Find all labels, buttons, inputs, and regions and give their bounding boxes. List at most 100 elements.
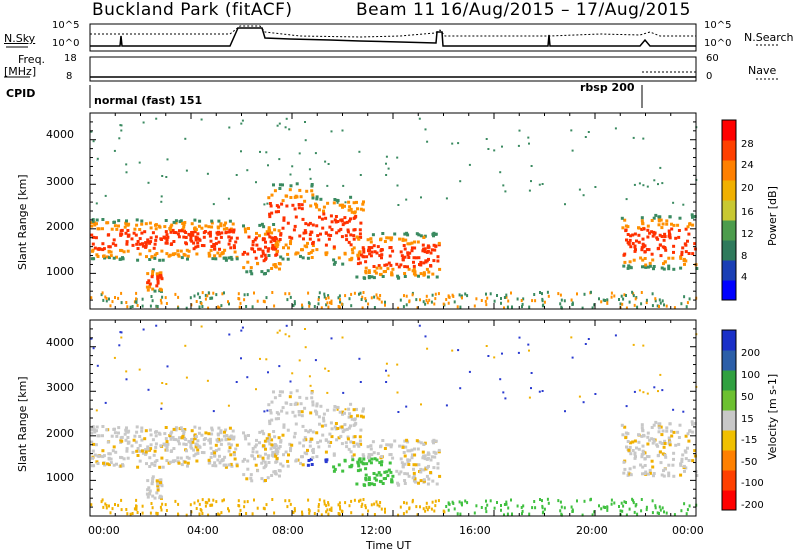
velocity-sparse-point bbox=[104, 401, 107, 404]
velocity-echo-point bbox=[626, 473, 630, 477]
velocity-near-range-point bbox=[485, 510, 488, 514]
velocity-sparse-point bbox=[160, 402, 163, 405]
power-near-range-point bbox=[330, 302, 333, 305]
velocity-echo-point bbox=[663, 439, 667, 443]
velocity-echo-point bbox=[214, 464, 218, 468]
power-echo-point bbox=[123, 225, 127, 229]
power-near-range-point bbox=[340, 302, 343, 306]
velocity-near-range-point bbox=[683, 502, 686, 506]
power-near-range-point bbox=[610, 291, 613, 295]
velocity-near-range-point bbox=[289, 502, 292, 506]
velocity-colorbar-swatch bbox=[722, 350, 736, 371]
power-sparse-point bbox=[304, 121, 306, 123]
velocity-echo-point bbox=[389, 445, 393, 449]
velocity-echo-point bbox=[189, 442, 193, 446]
velocity-echo-point bbox=[159, 481, 162, 485]
power-echo-point bbox=[263, 253, 267, 257]
velocity-echo-point bbox=[95, 425, 99, 429]
power-echo-point bbox=[184, 231, 188, 234]
velocity-echo-point bbox=[368, 455, 372, 459]
power-echo-point bbox=[422, 271, 426, 275]
velocity-echo-point bbox=[267, 454, 271, 458]
power-echo-point bbox=[423, 250, 427, 254]
velocity-echo-point bbox=[274, 444, 278, 448]
velocity-echo-point bbox=[361, 409, 365, 413]
power-echo-point bbox=[278, 238, 282, 241]
power-echo-point bbox=[176, 232, 180, 236]
power-echo-point bbox=[406, 265, 409, 269]
velocity-sparse-point bbox=[241, 326, 244, 329]
power-echo-point bbox=[136, 258, 140, 262]
velocity-near-range-point bbox=[317, 503, 320, 506]
velocity-near-range-point bbox=[204, 504, 207, 508]
velocity-echo-point bbox=[241, 459, 245, 463]
power-echo-point bbox=[403, 265, 407, 269]
velocity-echo-point bbox=[641, 449, 645, 453]
power-echo-point bbox=[213, 247, 217, 251]
velocity-echo-point bbox=[667, 471, 671, 475]
velocity-echo-point bbox=[141, 451, 145, 455]
power-echo-point bbox=[663, 232, 667, 236]
power-echo-point bbox=[224, 258, 228, 262]
velocity-echo-point bbox=[655, 443, 659, 447]
velocity-echo-point bbox=[207, 438, 211, 442]
velocity-near-range-point bbox=[651, 499, 654, 503]
power-near-range-point bbox=[651, 304, 654, 308]
velocity-echo-point bbox=[416, 447, 420, 451]
velocity-echo-point bbox=[385, 470, 389, 474]
power-near-range-point bbox=[317, 296, 320, 299]
velocity-echo-point bbox=[194, 452, 198, 456]
velocity-echo-point bbox=[640, 423, 644, 427]
velocity-echo-point bbox=[245, 477, 249, 481]
velocity-echo-point bbox=[214, 443, 218, 447]
velocity-echo-point bbox=[144, 450, 148, 454]
velocity-echo-point bbox=[350, 417, 354, 421]
velocity-echo-point bbox=[91, 426, 95, 430]
power-near-range-point bbox=[399, 298, 402, 302]
velocity-echo-point bbox=[193, 433, 197, 437]
power-echo-point bbox=[235, 257, 239, 261]
power-near-range-point bbox=[522, 297, 525, 301]
power-near-range-point bbox=[461, 296, 463, 300]
power-echo-point bbox=[640, 219, 644, 223]
power-echo-point bbox=[272, 183, 275, 187]
power-echo-point bbox=[352, 237, 356, 241]
power-sparse-point bbox=[185, 169, 188, 172]
power-echo-point bbox=[691, 252, 695, 256]
velocity-echo-point bbox=[277, 417, 280, 421]
velocity-sparse-point bbox=[594, 393, 597, 395]
power-echo-point bbox=[190, 231, 194, 234]
velocity-near-range-point bbox=[359, 498, 362, 502]
velocity-echo-point bbox=[194, 435, 198, 439]
velocity-echo-point bbox=[432, 466, 436, 470]
velocity-sparse-point bbox=[278, 365, 281, 368]
power-echo-point bbox=[683, 262, 686, 266]
power-echo-point bbox=[648, 264, 652, 268]
velocity-echo-point bbox=[346, 437, 350, 441]
velocity-near-range-point bbox=[360, 505, 363, 508]
power-near-range-point bbox=[500, 297, 502, 300]
velocity-echo-point bbox=[267, 403, 271, 407]
velocity-echo-point bbox=[668, 443, 672, 447]
power-echo-point bbox=[693, 247, 697, 251]
power-near-range-point bbox=[361, 295, 364, 299]
velocity-echo-point bbox=[144, 429, 148, 433]
velocity-echo-point bbox=[341, 469, 345, 473]
power-echo-point bbox=[154, 235, 158, 239]
power-echo-point bbox=[119, 229, 123, 233]
power-near-range-point bbox=[591, 306, 594, 310]
power-near-range-point bbox=[619, 302, 622, 306]
power-near-range-point bbox=[665, 304, 668, 308]
velocity-echo-point bbox=[192, 454, 196, 458]
velocity-echo-point bbox=[415, 439, 419, 443]
velocity-echo-point bbox=[204, 431, 208, 435]
velocity-sparse-point bbox=[284, 333, 287, 336]
power-echo-point bbox=[355, 235, 359, 239]
velocity-echo-point bbox=[662, 445, 666, 449]
velocity-echo-point bbox=[133, 434, 137, 438]
velocity-echo-point bbox=[190, 438, 194, 441]
power-sparse-point bbox=[587, 131, 590, 133]
velocity-echo-point bbox=[395, 469, 399, 473]
velocity-echo-point bbox=[112, 445, 116, 449]
velocity-echo-point bbox=[169, 437, 173, 441]
